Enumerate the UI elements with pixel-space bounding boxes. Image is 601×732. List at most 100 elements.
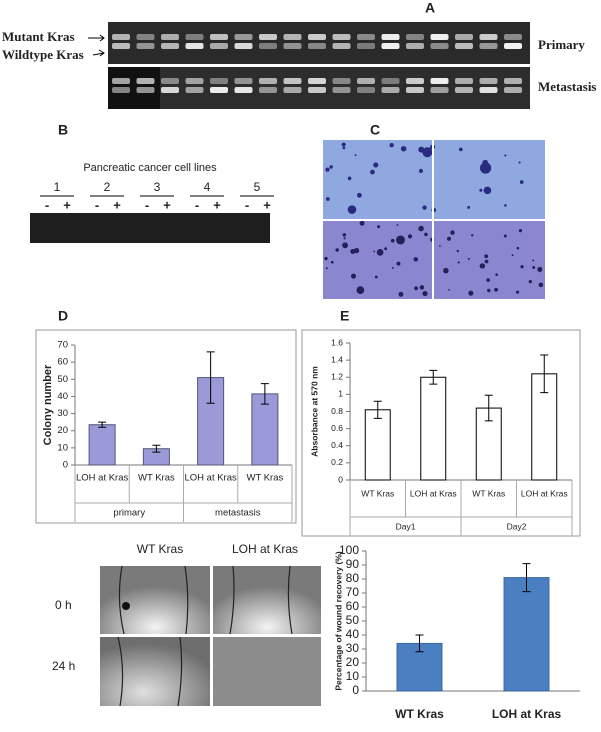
gel-band <box>455 43 473 49</box>
y-tick-label: 0.8 <box>331 406 343 416</box>
error-bar <box>540 354 549 394</box>
colony <box>484 254 489 259</box>
y-tick-label: 60 <box>57 357 68 368</box>
group-label: metastasis <box>215 508 261 519</box>
colony <box>422 147 433 158</box>
gel-band <box>455 34 473 40</box>
colony <box>537 266 543 272</box>
colony <box>384 247 388 251</box>
lane-sign: + <box>63 197 71 212</box>
bar <box>503 577 550 692</box>
colony <box>335 248 339 252</box>
y-tick-label: 1 <box>338 389 343 399</box>
colony <box>443 267 449 274</box>
colony <box>329 165 333 169</box>
colony <box>342 233 347 237</box>
error-bar <box>415 634 424 653</box>
gel-band <box>308 78 326 84</box>
colony <box>356 286 365 295</box>
colony <box>398 291 404 297</box>
gel-band <box>234 78 253 84</box>
colony <box>528 279 532 284</box>
gel-band <box>136 78 155 84</box>
group-label: Day2 <box>507 521 527 531</box>
lane-number: 3 <box>154 180 161 194</box>
gel-band <box>283 87 302 93</box>
colony <box>347 205 357 214</box>
x-tick-label: WT Kras <box>246 473 283 484</box>
colony <box>458 147 463 152</box>
bar <box>88 424 116 466</box>
gel-band <box>210 78 228 84</box>
y-tick-label: 70 <box>346 585 360 599</box>
colony <box>400 145 407 152</box>
bar <box>420 376 447 481</box>
colony <box>391 267 394 269</box>
panel-letter: B <box>58 122 68 138</box>
gel-band <box>308 43 326 49</box>
y-tick-label: 0.6 <box>331 423 343 433</box>
colony <box>324 256 328 261</box>
panel-title: Pancreatic cancer cell lines <box>83 162 217 174</box>
gel-band <box>504 43 522 49</box>
y-tick-label: 40 <box>57 391 68 402</box>
colony <box>414 286 419 291</box>
gel-band <box>283 43 302 49</box>
lane-sign: + <box>163 197 171 212</box>
y-axis-label: Absorbance at 570 nm <box>309 366 319 457</box>
gel-band <box>455 87 473 93</box>
y-tick-label: 80 <box>346 571 360 585</box>
y-tick-label: 1.2 <box>331 372 343 382</box>
y-tick-label: 1.6 <box>331 337 343 347</box>
row-label: 24 h <box>52 659 75 673</box>
gel-band <box>430 87 449 93</box>
y-axis-label: Colony number <box>42 364 54 445</box>
gel-band <box>210 87 228 93</box>
panel-letter: D <box>58 308 68 324</box>
y-tick-label: 70 <box>57 340 68 351</box>
gel-band <box>381 87 400 93</box>
row-label: 0 h <box>55 598 72 612</box>
x-tick-label: LOH at Kras <box>410 488 457 498</box>
colony <box>520 265 524 269</box>
colony <box>504 204 507 207</box>
lane-number: 4 <box>204 180 211 194</box>
chart-frame <box>35 329 297 524</box>
lane-sign: + <box>213 197 221 212</box>
colony <box>468 290 474 296</box>
wound-image <box>100 566 210 634</box>
lane-number: 1 <box>54 180 61 194</box>
colony <box>359 220 365 226</box>
lane-sign: - <box>145 197 149 212</box>
arrow <box>88 34 105 57</box>
gel-band <box>406 87 424 93</box>
colony <box>518 161 521 164</box>
colony <box>325 267 328 270</box>
colony <box>538 282 544 288</box>
lane-sign: + <box>263 197 271 212</box>
gel-band <box>406 34 424 40</box>
group-label: Day1 <box>396 521 416 531</box>
x-tick-label: WT Kras <box>138 473 175 484</box>
colony <box>519 180 524 184</box>
lane-sign: - <box>45 197 49 212</box>
y-tick-label: 0 <box>352 683 359 697</box>
colony <box>330 260 334 264</box>
gel-band <box>479 43 498 49</box>
colony <box>448 288 450 291</box>
row-label: Primary <box>538 37 585 52</box>
colony <box>396 235 405 245</box>
error-bar <box>484 394 493 422</box>
colony <box>376 248 384 256</box>
colony <box>479 188 483 192</box>
colony <box>484 259 489 264</box>
colony <box>325 167 330 172</box>
y-tick-label: 0 <box>338 474 343 484</box>
lane-sign: + <box>113 197 121 212</box>
colony <box>518 229 523 233</box>
colony <box>419 285 425 290</box>
gel-band <box>357 43 375 49</box>
column-label: LOH at Kras <box>232 542 298 556</box>
wound-image <box>100 637 210 706</box>
gel-bands <box>112 34 522 93</box>
